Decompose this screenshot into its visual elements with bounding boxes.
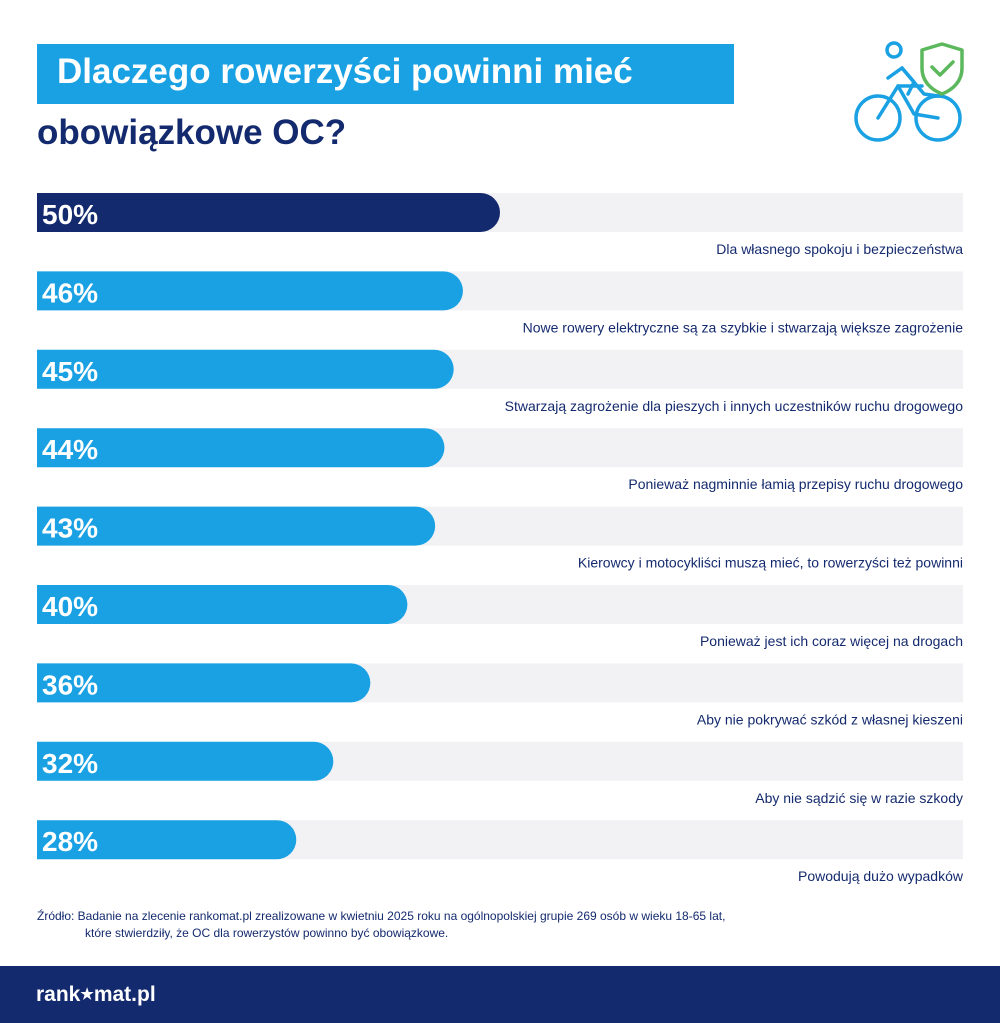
bar [37,585,408,624]
page-title-line1: Dlaczego rowerzyści powinni mieć [57,52,633,91]
category-label: Aby nie sądzić się w razie szkody [755,790,963,806]
bar-value-label: 43% [42,513,98,544]
category-label: Ponieważ jest ich coraz więcej na drogac… [700,633,963,649]
category-label: Nowe rowery elektryczne są za szybkie i … [523,319,964,335]
bar-chart: 50% Dla własnego spokoju i bezpieczeństwa… [37,193,964,884]
category-label: Powodują dużo wypadków [798,868,964,884]
bar-value-label: 45% [42,356,98,387]
bar [37,820,297,860]
cyclist-shield-check-icon [854,41,964,142]
bar-value-label: 44% [42,434,98,465]
footer-bar [0,966,1000,1023]
bar [37,428,445,468]
category-label: Stwarzają zagrożenie dla pieszych i inny… [505,398,964,414]
bar [37,193,500,232]
logo-star-icon: ★ [80,986,94,1003]
bar [37,349,454,389]
bar [37,271,463,311]
category-label: Aby nie pokrywać szkód z własnej kieszen… [697,711,963,727]
bar-value-label: 50% [42,199,98,230]
category-label: Dla własnego spokoju i bezpieczeństwa [716,241,963,257]
logo-text-part1: rank [36,983,81,1006]
bar [37,663,371,703]
bar-value-label: 28% [42,826,98,857]
rankomat-logo[interactable]: rank★mat.pl [36,983,156,1007]
category-label: Kierowcy i motocykliści muszą mieć, to r… [578,555,963,571]
source-note-line2: które stwierdziły, że OC dla rowerzystów… [85,926,449,940]
category-label: Ponieważ nagminnie łamią przepisy ruchu … [628,476,963,492]
logo-text-part2: mat.pl [93,983,156,1006]
bar-value-label: 32% [42,748,98,779]
bar-value-label: 40% [42,591,98,622]
page-title-line2: obowiązkowe OC? [37,113,347,152]
bar [37,506,436,546]
title-banner [37,44,734,104]
source-note-line1: Źródło: Badanie na zlecenie rankomat.pl … [37,909,726,923]
bar [37,741,334,781]
bar-value-label: 36% [42,669,98,700]
bar-value-label: 46% [42,277,98,308]
